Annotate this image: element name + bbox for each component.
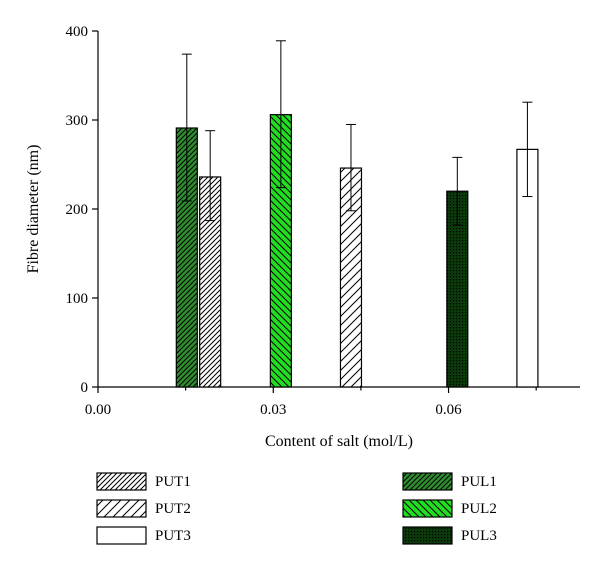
error-bar-pul3 — [452, 156, 463, 226]
y-axis-label: Fibre diameter (nm) — [25, 145, 42, 274]
bar-pul1 — [175, 127, 198, 388]
legend-item-pul2: PUL2 — [402, 499, 497, 518]
legend-swatch — [402, 526, 453, 545]
x-tick-label: 0.00 — [85, 402, 111, 418]
legend-item-put1: PUT1 — [96, 472, 191, 491]
bar-put2 — [339, 167, 363, 388]
error-bar-put2 — [345, 123, 356, 212]
legend-label: PUT3 — [155, 528, 191, 544]
legend-item-put2: PUT2 — [96, 499, 191, 518]
legend-label: PUL1 — [461, 474, 497, 490]
legend-swatch — [402, 472, 453, 491]
plot-area — [97, 31, 580, 388]
legend-label: PUL2 — [461, 501, 497, 517]
x-tick-label: 0.03 — [260, 402, 286, 418]
legend-item-pul3: PUL3 — [402, 526, 497, 545]
y-tick-label: 100 — [66, 291, 89, 307]
error-bar-put1 — [205, 130, 216, 222]
y-tick-label: 0 — [81, 380, 89, 396]
x-tick-label: 0.06 — [435, 402, 462, 418]
y-tick-label: 200 — [66, 202, 89, 218]
y-tick-label: 400 — [66, 24, 89, 40]
bar-pul3 — [446, 190, 469, 388]
error-bar-pul1 — [181, 53, 192, 202]
legend-swatch — [96, 499, 147, 518]
error-bar-put3 — [522, 101, 533, 198]
legend-swatch — [96, 526, 147, 545]
legend-item-pul1: PUL1 — [402, 472, 497, 491]
legend-item-put3: PUT3 — [96, 526, 191, 545]
error-bar-pul2 — [275, 40, 286, 189]
legend-label: PUL3 — [461, 528, 497, 544]
bar-pul2 — [269, 114, 292, 388]
legend-label: PUT1 — [155, 474, 191, 490]
y-tick-label: 300 — [66, 113, 89, 129]
legend-label: PUT2 — [155, 501, 191, 517]
legend-swatch — [402, 499, 453, 518]
legend-swatch — [96, 472, 147, 491]
x-axis-label: Content of salt (mol/L) — [265, 433, 413, 450]
legend: PUT1 PUT2 PUT3 PUL1 PUL2 PUL3 — [96, 472, 497, 545]
